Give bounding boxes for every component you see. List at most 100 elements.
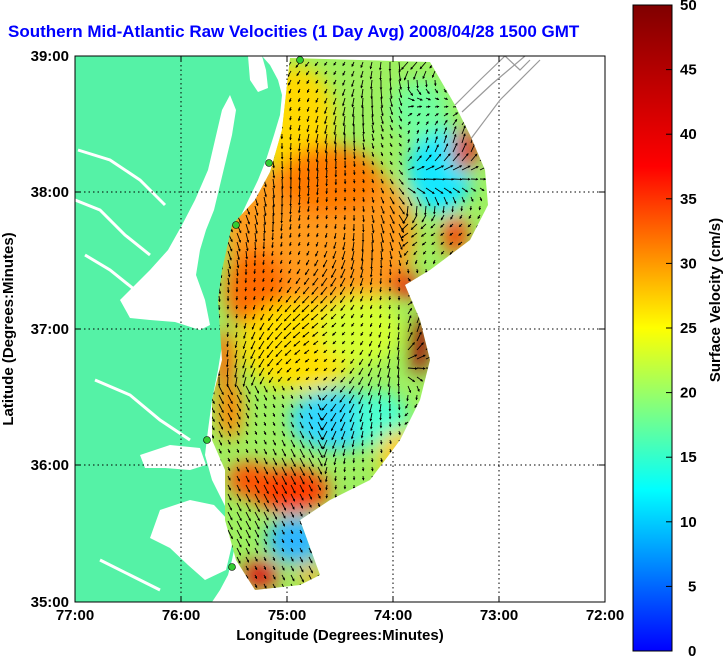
colorbar-tick-labels: 50 45 40 35 30 25 20 15 10 5 0	[680, 0, 697, 659]
velocity-vector	[389, 232, 394, 243]
velocity-vector	[289, 97, 292, 103]
velocity-vector	[306, 250, 310, 256]
velocity-vector	[267, 358, 274, 367]
velocity-vector	[397, 277, 401, 283]
velocity-vector	[425, 113, 430, 117]
velocity-vector	[405, 205, 409, 217]
velocity-vector	[332, 250, 337, 260]
velocity-vector	[351, 241, 355, 252]
velocity-vector	[277, 376, 283, 382]
velocity-vector	[416, 165, 425, 171]
velocity-vector	[416, 354, 426, 360]
velocity-vector	[389, 223, 395, 234]
velocity-vector	[380, 124, 384, 133]
velocity-vector	[290, 394, 294, 400]
velocity-vector	[281, 169, 284, 180]
velocity-vector	[288, 268, 292, 274]
velocity-vector	[371, 223, 375, 234]
velocity-vector	[442, 205, 445, 214]
velocity-vector	[283, 340, 292, 348]
velocity-vector	[343, 133, 346, 145]
velocity-vector	[380, 223, 385, 234]
velocity-vector	[263, 187, 267, 198]
velocity-vector	[271, 259, 274, 265]
velocity-vector	[369, 331, 373, 337]
velocity-vector	[371, 178, 374, 184]
velocity-vector	[284, 349, 292, 356]
velocity-vector	[398, 151, 402, 156]
velocity-vector	[272, 394, 276, 400]
colorbar-tick-label: 40	[680, 126, 697, 143]
velocity-vector	[332, 367, 337, 372]
velocity-vector	[371, 196, 375, 204]
velocity-vector	[380, 205, 385, 215]
velocity-vector	[459, 214, 463, 220]
colorbar-tick-label: 20	[680, 385, 697, 402]
velocity-vector	[289, 223, 292, 231]
velocity-vector	[289, 232, 292, 239]
velocity-vector	[425, 136, 429, 144]
velocity-vector	[296, 268, 301, 275]
velocity-vector	[443, 196, 448, 205]
velocity-vector	[260, 304, 265, 311]
velocity-vector	[362, 187, 365, 193]
velocity-vector	[303, 277, 310, 285]
velocity-vector	[367, 376, 373, 387]
velocity-vector	[289, 205, 292, 215]
velocity-vector	[351, 322, 355, 327]
velocity-vector	[253, 286, 256, 292]
velocity-vector	[234, 376, 238, 388]
velocity-vector	[299, 385, 303, 391]
velocity-vector	[412, 214, 418, 224]
velocity-vector	[443, 97, 449, 100]
station-marker	[232, 221, 240, 229]
velocity-vector	[234, 367, 238, 379]
velocity-vector	[334, 142, 337, 154]
velocity-vector	[297, 115, 301, 122]
velocity-vector	[425, 187, 435, 194]
velocity-vector	[353, 142, 356, 152]
velocity-vector	[267, 367, 274, 375]
velocity-vector	[434, 187, 444, 194]
velocity-vector	[416, 137, 420, 144]
velocity-vector	[414, 205, 418, 217]
velocity-vector	[315, 79, 319, 84]
velocity-vector	[389, 178, 394, 185]
velocity-vector	[360, 61, 364, 69]
velocity-vector	[352, 187, 356, 193]
colorbar-tick-label: 25	[680, 320, 697, 337]
velocity-vector	[362, 205, 365, 213]
velocity-vector	[430, 223, 436, 229]
velocity-vector	[288, 88, 292, 94]
velocity-vector	[306, 124, 310, 133]
velocity-vector	[234, 340, 238, 349]
velocity-vector	[389, 151, 393, 156]
velocity-vector	[452, 133, 457, 144]
velocity-vector	[278, 286, 283, 293]
velocity-vector	[377, 376, 382, 388]
velocity-vector	[342, 79, 346, 86]
velocity-vector	[325, 493, 329, 499]
velocity-vector	[403, 70, 409, 81]
velocity-vector	[258, 331, 265, 341]
velocity-vector	[380, 88, 383, 100]
velocity-vector	[360, 268, 364, 279]
velocity-vector	[281, 394, 285, 400]
velocity-vector	[398, 232, 404, 242]
velocity-vector	[407, 166, 415, 171]
velocity-vector	[333, 79, 337, 85]
velocity-vector	[460, 205, 464, 212]
velocity-vector	[351, 79, 355, 88]
velocity-vector	[258, 340, 265, 350]
velocity-vector	[340, 376, 346, 383]
velocity-vector	[263, 385, 268, 393]
velocity-vector	[258, 349, 265, 359]
velocity-vector	[416, 187, 426, 194]
velocity-vector	[452, 118, 458, 126]
velocity-vector	[227, 277, 231, 286]
velocity-vector	[290, 385, 294, 391]
velocity-vector	[272, 169, 276, 179]
velocity-vector	[367, 367, 373, 377]
velocity-vector	[333, 232, 337, 240]
